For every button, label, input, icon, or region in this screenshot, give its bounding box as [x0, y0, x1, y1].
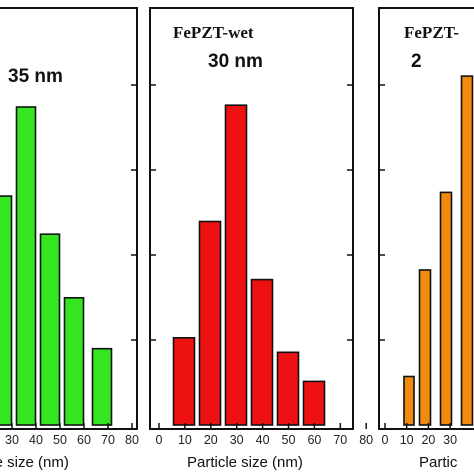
panel-3-bar-20 [439, 191, 453, 426]
panel-1-xtick-label-80: 80 [125, 433, 139, 447]
panel-2-bar-20 [198, 220, 222, 426]
panel-2-xtick-label-80: 80 [359, 433, 373, 447]
panel-2-bar-50 [276, 351, 300, 426]
panel-2-xtick-label-50: 50 [282, 433, 296, 447]
panel-3-xtick-label-30: 30 [443, 433, 457, 447]
panel-1-xtick-label-40: 40 [29, 433, 43, 447]
panel-3-xlabel: Partic [419, 454, 458, 471]
panel-3-bar-30 [460, 75, 474, 426]
panel-2-bar-40 [250, 278, 274, 426]
panel-3-frame [378, 7, 474, 430]
panel-2-xtick-label-40: 40 [256, 433, 270, 447]
panel-3-bar-5 [403, 375, 415, 426]
panel-1-xtick-label-70: 70 [101, 433, 115, 447]
panel-2-title: FePZT-wet [173, 23, 254, 42]
panel-1-bar-60 [91, 347, 113, 426]
panel-1-xtick-label-50: 50 [53, 433, 67, 447]
panel-3-xtick-label-0: 0 [382, 433, 389, 447]
panel-1-bar-20 [0, 195, 13, 426]
panel-2-xtick-label-30: 30 [230, 433, 244, 447]
panel-2-frame [149, 7, 354, 430]
panel-1-bar-40 [39, 233, 61, 426]
chart-marks: 30 40 50 60 70 80 0 10 20 30 40 50 60 70 80 0 10 20 30 [0, 75, 474, 447]
panel-3-xtick-label-10: 10 [400, 433, 414, 447]
panel-1-bar-30 [15, 106, 37, 426]
panel-2-xtick-label-10: 10 [178, 433, 192, 447]
panel-1-xtick-label-30: 30 [5, 433, 19, 447]
panel-3-xtick-label-20: 20 [421, 433, 435, 447]
panel-2-xlabel: Particle size (nm) [187, 454, 303, 471]
panel-2-bar-10 [172, 336, 196, 426]
panel-3-title: FePZT- [404, 23, 459, 42]
panel-3-bar-10 [418, 269, 432, 426]
panel-1-frame [0, 7, 138, 430]
panel-1-xtick-label-60: 60 [77, 433, 91, 447]
panel-2-xtick-label-0: 0 [156, 433, 163, 447]
panel-2-xtick-label-60: 60 [307, 433, 321, 447]
panel-2-annotation: 30 nm [208, 51, 263, 72]
panel-1-xlabel: Particle size (nm) [0, 454, 69, 471]
panel-3-annotation: 2 [411, 51, 422, 72]
panel-2-xtick-label-20: 20 [204, 433, 218, 447]
panel-1-annotation: 35 nm [8, 66, 63, 87]
panel-2-bar-60 [302, 380, 326, 426]
panel-1-bar-50 [63, 296, 85, 426]
panel-2-bar-30 [224, 104, 248, 426]
panel-2-xtick-label-70: 70 [333, 433, 347, 447]
